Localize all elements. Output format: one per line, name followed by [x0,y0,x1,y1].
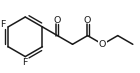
Text: O: O [84,16,91,25]
Text: F: F [1,20,6,29]
Text: F: F [23,58,28,67]
Text: O: O [54,16,61,25]
Text: O: O [99,40,106,49]
